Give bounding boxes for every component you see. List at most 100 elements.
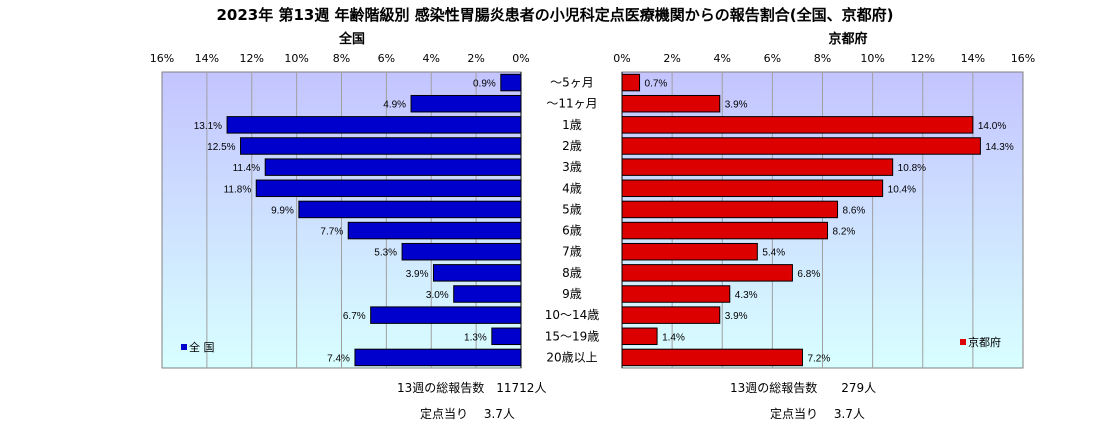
kyoto-data-label: 7.2% xyxy=(807,353,830,364)
national-data-label: 6.7% xyxy=(343,311,366,322)
kyoto-bar xyxy=(621,158,894,176)
national-tick-label: 8% xyxy=(333,52,350,65)
national-data-label: 12.5% xyxy=(207,142,235,153)
kyoto-data-label: 14.3% xyxy=(985,142,1013,153)
national-data-label: 5.3% xyxy=(374,248,397,259)
national-bar xyxy=(453,285,522,303)
kyoto-data-label: 0.7% xyxy=(645,79,668,90)
national-data-label: 7.7% xyxy=(320,227,343,238)
national-legend-label: 全 国 xyxy=(189,340,215,354)
kyoto-panel-title: 京都府 xyxy=(828,31,867,47)
kyoto-bar xyxy=(621,73,641,92)
kyoto-tick-label: 16% xyxy=(1011,52,1035,65)
kyoto-bar xyxy=(621,116,974,134)
national-panel-title: 全国 xyxy=(338,31,365,47)
kyoto-bar xyxy=(621,306,721,324)
national-data-label: 11.8% xyxy=(224,184,252,195)
category-label: 15～19歳 xyxy=(545,329,600,343)
kyoto-data-label: 6.8% xyxy=(797,269,820,280)
kyoto-tick-label: 8% xyxy=(814,52,831,65)
kyoto-data-label: 8.6% xyxy=(843,205,866,216)
kyoto-data-label: 5.4% xyxy=(762,248,785,259)
kyoto-data-label: 3.9% xyxy=(725,100,748,111)
national-tick-label: 0% xyxy=(512,52,529,65)
kyoto-legend-label: 京都府 xyxy=(968,335,1001,349)
national-legend-swatch xyxy=(181,344,187,350)
category-label: ～5ヶ月 xyxy=(550,76,594,90)
kyoto-bar xyxy=(621,327,658,346)
kyoto-data-label: 10.8% xyxy=(898,163,926,174)
kyoto-data-label: 10.4% xyxy=(888,184,916,195)
national-data-label: 4.9% xyxy=(383,100,406,111)
national-tick-label: 6% xyxy=(378,52,395,65)
national-data-label: 7.4% xyxy=(327,353,350,364)
kyoto-bar xyxy=(621,348,803,367)
national-total-text: 13週の総報告数 11712人 xyxy=(397,380,546,395)
national-bar xyxy=(347,221,522,240)
kyoto-bar xyxy=(621,179,884,198)
category-label: 5歳 xyxy=(562,202,582,216)
kyoto-data-label: 1.4% xyxy=(662,332,685,343)
kyoto-tick-label: 10% xyxy=(860,52,884,65)
kyoto-tick-label: 14% xyxy=(961,52,985,65)
national-tick-label: 4% xyxy=(423,52,440,65)
kyoto-data-label: 8.2% xyxy=(833,227,856,238)
national-bar xyxy=(410,94,522,113)
national-per-site-text: 定点当り 3.7人 xyxy=(420,406,515,421)
national-bar xyxy=(491,327,522,346)
category-label: 4歳 xyxy=(562,181,582,195)
national-bar xyxy=(500,73,522,92)
kyoto-bar xyxy=(621,94,721,113)
category-label: 3歳 xyxy=(562,160,582,174)
national-bar xyxy=(401,242,522,261)
kyoto-bar xyxy=(621,221,829,240)
category-label: 2歳 xyxy=(562,139,582,153)
kyoto-bar xyxy=(621,242,758,261)
category-label: ～11ヶ月 xyxy=(546,97,597,111)
label-layer: 0.9% 4.9% 13.1% 12.5% 11.4% 11.8% 9.9% 7.7% 5.3%… xyxy=(194,79,1014,365)
kyoto-bar xyxy=(621,200,839,219)
national-bar xyxy=(298,200,522,219)
kyoto-total-text: 13週の総報告数 279人 xyxy=(730,380,876,395)
national-data-label: 9.9% xyxy=(271,205,294,216)
kyoto-tick-label: 0% xyxy=(613,52,630,65)
national-bar xyxy=(264,158,522,176)
kyoto-legend-swatch xyxy=(960,339,966,345)
national-tick-label: 14% xyxy=(195,52,219,65)
kyoto-data-label: 14.0% xyxy=(978,121,1006,132)
category-label: 1歳 xyxy=(562,118,582,132)
kyoto-tick-label: 4% xyxy=(714,52,731,65)
national-tick-label: 16% xyxy=(150,52,174,65)
national-bar xyxy=(370,306,522,324)
national-tick-label: 2% xyxy=(467,52,484,65)
category-label: 8歳 xyxy=(562,266,582,280)
kyoto-data-label: 4.3% xyxy=(735,290,758,301)
national-bar xyxy=(255,179,522,198)
kyoto-data-label: 3.9% xyxy=(725,311,748,322)
national-tick-label: 12% xyxy=(240,52,264,65)
category-label: 10～14歳 xyxy=(545,308,600,322)
national-data-label: 13.1% xyxy=(194,121,222,132)
national-tick-label: 10% xyxy=(284,52,308,65)
national-data-label: 11.4% xyxy=(233,163,261,174)
category-label: 7歳 xyxy=(562,245,582,259)
chart-title: 2023年 第13週 年齢階級別 感染性胃腸炎患者の小児科定点医療機関からの報告… xyxy=(216,6,893,24)
national-data-label: 0.9% xyxy=(473,79,496,90)
kyoto-tick-label: 6% xyxy=(764,52,781,65)
axis-layer: 0% 2% 4% 6% 8% 10% 12% 14% 16% 0% 2% 4% 6% 8% 10% 12% 14… xyxy=(150,52,1035,368)
bar-layer xyxy=(226,73,981,367)
kyoto-tick-label: 12% xyxy=(911,52,935,65)
category-label: 9歳 xyxy=(562,287,582,301)
national-data-label: 3.0% xyxy=(426,290,449,301)
national-bar xyxy=(240,137,522,155)
kyoto-bar xyxy=(621,264,793,282)
kyoto-per-site-text: 定点当り 3.7人 xyxy=(770,406,865,421)
national-bar xyxy=(226,116,522,134)
kyoto-tick-label: 2% xyxy=(663,52,680,65)
kyoto-bar xyxy=(621,137,981,155)
national-bar xyxy=(432,264,522,282)
kyoto-bar xyxy=(621,285,731,303)
national-bar xyxy=(354,348,522,367)
category-label: 6歳 xyxy=(562,224,582,238)
